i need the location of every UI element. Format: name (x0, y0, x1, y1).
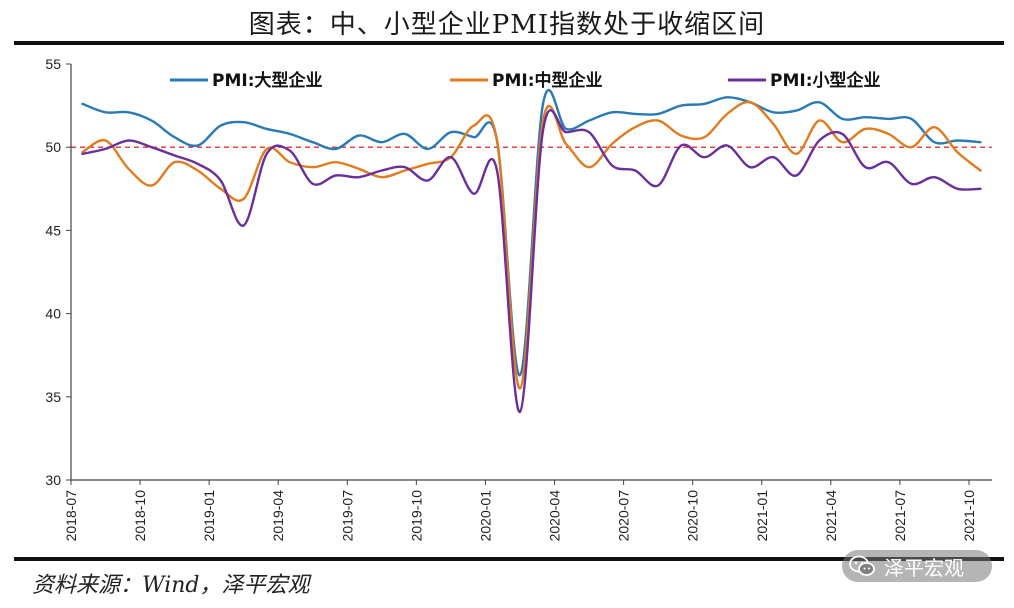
x-tick-label: 2019-04 (270, 490, 286, 542)
x-tick-label: 2018-10 (132, 490, 148, 542)
x-tick-label: 2019-01 (201, 490, 217, 542)
x-tick-label: 2020-04 (547, 490, 563, 542)
footer-divider (14, 557, 1004, 561)
source-note: 资料来源：Wind，泽平宏观 (32, 573, 310, 598)
x-tick-label: 2021-07 (892, 490, 908, 542)
x-tick-label: 2020-01 (477, 490, 493, 542)
y-tick-label: 55 (45, 56, 61, 72)
x-tick-label: 2019-07 (339, 490, 355, 542)
series-line-small (81, 109, 982, 414)
x-tick-label: 2020-07 (616, 490, 632, 542)
series-line-medium (81, 100, 982, 390)
y-tick-label: 40 (45, 306, 61, 322)
legend-label-medium: PMI:中型企业 (492, 70, 603, 91)
pmi-line-chart: 30 35 40 45 50 55 2018-07 2018-10 2019-01 2019-04… (45, 56, 992, 542)
x-tick-label: 2020-10 (685, 490, 701, 542)
title-divider (14, 41, 1004, 45)
watermark-text: 泽平宏观 (884, 555, 964, 580)
y-tick-label: 35 (45, 389, 61, 405)
wechat-icon (849, 555, 875, 576)
legend-label-small: PMI:小型企业 (770, 70, 881, 91)
y-tick-label: 45 (45, 222, 61, 238)
legend-label-large: PMI:大型企业 (212, 70, 323, 91)
y-tick-label: 50 (45, 139, 61, 155)
y-tick-label: 30 (45, 472, 61, 488)
x-tick-label: 2021-04 (823, 490, 839, 542)
x-tick-label: 2018-07 (63, 490, 79, 542)
watermark: 泽平宏观 (842, 548, 992, 584)
series-line-large (81, 89, 982, 377)
x-tick-label: 2021-01 (754, 490, 770, 542)
x-tick-label: 2019-10 (408, 490, 424, 542)
chart-title: 图表：中、小型企业PMI指数处于收缩区间 (248, 10, 766, 40)
x-tick-label: 2021-10 (961, 490, 977, 542)
